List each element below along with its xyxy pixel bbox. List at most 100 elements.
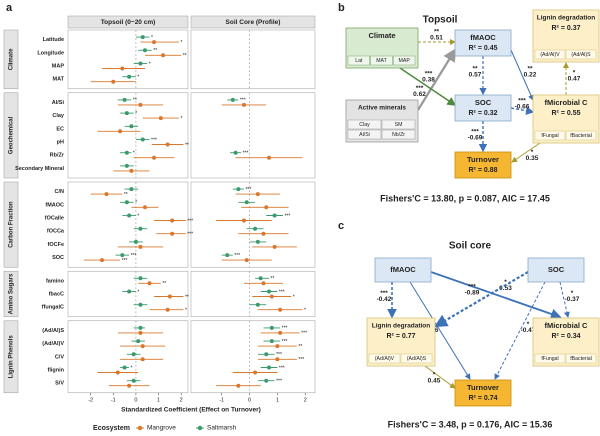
estimate-point (131, 352, 136, 357)
estimate-point (161, 53, 166, 58)
sub-box (393, 55, 416, 66)
estimate-point (278, 330, 283, 335)
group-strip (3, 270, 19, 318)
path-coef: -0.37 (565, 296, 580, 303)
estimate-point (104, 192, 109, 197)
path-coef: 0.51 (430, 35, 443, 42)
significance: ** (185, 142, 189, 148)
estimate-point (138, 102, 143, 107)
sub-label: fFungal (541, 133, 558, 139)
node-box (454, 151, 512, 179)
path-coef: 0.35 (526, 155, 539, 162)
estimate-point (264, 205, 269, 210)
facet-panel (190, 29, 316, 90)
estimate-point (122, 97, 127, 102)
path-arrow (494, 281, 546, 380)
significance: *** (276, 379, 282, 385)
row-label: fbacC (49, 291, 64, 297)
significance: * (137, 75, 139, 81)
estimate-point (127, 74, 132, 79)
panel-title: Topsoil (423, 15, 458, 26)
path-arrow (511, 142, 541, 163)
estimate-point (272, 244, 277, 249)
estimate-point (129, 187, 134, 192)
significance: *** (243, 151, 249, 157)
significance: * (151, 35, 153, 41)
legend-swatch (197, 425, 203, 431)
estimate-point (138, 276, 143, 281)
path-stars: *** (380, 290, 388, 297)
path-stars: ** (472, 66, 478, 73)
sub-box (534, 353, 566, 364)
path-arrow (510, 49, 534, 101)
estimate-point (244, 200, 249, 205)
estimate-point (236, 383, 241, 388)
group-label: Amino Sugars (9, 273, 15, 314)
group-label: Carbon Fraction (9, 201, 15, 248)
estimate-point (131, 378, 136, 383)
sub-label: fBacterial (570, 356, 592, 362)
legend-label: Mangrove (147, 425, 176, 432)
legend-label: Saltmarsh (207, 425, 237, 432)
x-tick-label: 0 (134, 397, 137, 403)
estimate-point (267, 365, 272, 370)
estimate-point (133, 239, 138, 244)
significance: *** (151, 137, 157, 143)
group-strip (3, 92, 19, 179)
estimate-point (124, 150, 129, 155)
row-label: Longitude (37, 50, 64, 56)
significance: * (293, 294, 295, 300)
path-coef: -0.66 (515, 104, 530, 111)
panel-label: b (338, 2, 345, 14)
estimate-point (241, 102, 246, 107)
panel-title: Soil core (449, 241, 492, 252)
group-strip (3, 29, 19, 90)
significance: *** (131, 253, 137, 259)
facet-strip (190, 15, 316, 29)
significance: *** (301, 331, 307, 337)
estimate-point (111, 79, 116, 84)
estimate-point (253, 370, 258, 375)
path-arrow (424, 365, 456, 389)
x-tick-label: 1 (157, 397, 160, 403)
estimate-point (244, 258, 249, 263)
significance: *** (279, 289, 285, 295)
path-arrow (409, 281, 471, 380)
node-label: fMicrobial C (545, 98, 589, 107)
estimate-point (129, 124, 134, 129)
row-label: (Ad/Al)S (42, 328, 64, 334)
path-stars: ** (434, 29, 440, 36)
facet-title: Topsoil (0~20 cm) (101, 19, 156, 26)
row-label: fOCFe (48, 242, 65, 248)
x-tick-label: 2 (180, 397, 183, 403)
estimate-point (165, 307, 170, 312)
estimate-point (170, 218, 175, 223)
node-label: SOC (548, 265, 565, 274)
estimate-point (138, 244, 143, 249)
estimate-point (267, 155, 272, 160)
sub-box (368, 353, 401, 364)
estimate-point (267, 289, 272, 294)
node-label: fMicrobial C (545, 321, 589, 330)
facet-panel (190, 92, 316, 179)
estimate-point (127, 383, 132, 388)
row-label: EC (56, 126, 64, 132)
sub-box (370, 55, 393, 66)
node-box (374, 257, 432, 283)
row-label: MAT (52, 77, 64, 83)
facet-panel (67, 181, 189, 268)
sub-label: Al/Si (359, 132, 370, 138)
row-label: S/V (55, 381, 64, 387)
sub-box (565, 130, 597, 141)
node-r2: R² = 0.32 (469, 110, 498, 117)
group-strip (3, 181, 19, 268)
group-label: Lignin Phenols (9, 335, 15, 379)
path-coef: -0.69 (468, 135, 483, 142)
path-coef: 0.47 (568, 76, 581, 83)
estimate-point (152, 155, 157, 160)
significance: *** (279, 365, 285, 371)
estimate-point (124, 163, 129, 168)
path-arrow (510, 106, 535, 115)
row-label: flignin (48, 367, 65, 373)
path-stars: *** (416, 85, 424, 92)
